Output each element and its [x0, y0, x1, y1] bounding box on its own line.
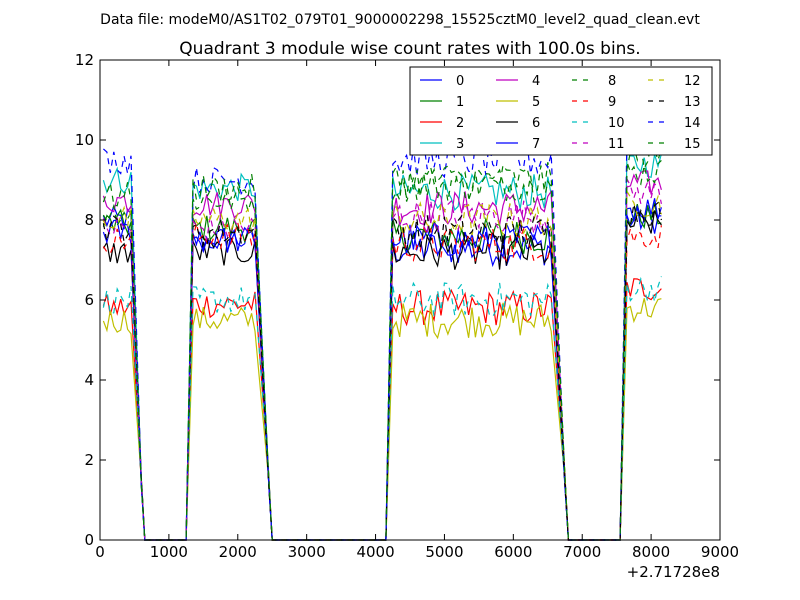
- legend-label-12: 12: [684, 74, 701, 89]
- legend-label-2: 2: [456, 116, 464, 131]
- series-line-3: [102, 148, 662, 541]
- legend-label-1: 1: [456, 95, 464, 110]
- series-line-4: [102, 170, 662, 541]
- x-tick-label: 2000: [219, 543, 257, 561]
- y-tick-label: 10: [75, 131, 94, 149]
- series-line-9: [102, 222, 662, 541]
- x-tick-label: 0: [95, 543, 105, 561]
- legend-label-9: 9: [608, 95, 616, 110]
- legend-box: [409, 66, 713, 156]
- legend-label-14: 14: [684, 116, 701, 131]
- y-tick-label: 12: [75, 51, 94, 69]
- axes-layer: 0 1000 2000 3000 4000 5000 6000 7000 8000 9000 0 2 4…: [75, 51, 739, 581]
- legend-label-3: 3: [456, 137, 464, 152]
- series-line-11: [102, 176, 662, 541]
- y-tick-label: 0: [84, 531, 94, 549]
- x-tick-label: 8000: [632, 543, 670, 561]
- x-tick-label: 3000: [288, 543, 326, 561]
- legend-label-15: 15: [684, 137, 701, 152]
- x-tick-label: 1000: [150, 543, 188, 561]
- legend-label-6: 6: [532, 116, 540, 131]
- legend-label-13: 13: [684, 95, 701, 110]
- series-line-13: [102, 201, 662, 541]
- y-tick-label: 4: [84, 371, 94, 389]
- y-tick-label: 6: [84, 291, 94, 309]
- y-tick-label: 8: [84, 211, 94, 229]
- series-line-5: [102, 298, 662, 541]
- legend-label-0: 0: [456, 74, 464, 89]
- legend-label-11: 11: [608, 137, 625, 152]
- series-line-10: [102, 276, 662, 541]
- legend-label-4: 4: [532, 74, 540, 89]
- x-tick-label: 4000: [356, 543, 394, 561]
- suptitle: Data file: modeM0/AS1T02_079T01_90000022…: [100, 12, 700, 28]
- chart-title: Quadrant 3 module wise count rates with …: [179, 39, 640, 59]
- x-tick-label: 5000: [425, 543, 463, 561]
- series-layer: [102, 134, 662, 541]
- x-tick-label: 7000: [563, 543, 601, 561]
- x-tick-label: 9000: [701, 543, 739, 561]
- x-tick-label: 6000: [494, 543, 532, 561]
- series-line-15: [102, 141, 662, 541]
- series-line-6: [102, 210, 662, 541]
- legend-label-10: 10: [608, 116, 625, 131]
- legend-label-5: 5: [532, 95, 540, 110]
- y-tick-label: 2: [84, 451, 94, 469]
- x-offset-label: +2.71728e8: [627, 563, 720, 581]
- series-line-14: [102, 134, 662, 541]
- legend-label-7: 7: [532, 137, 540, 152]
- legend-label-8: 8: [608, 74, 616, 89]
